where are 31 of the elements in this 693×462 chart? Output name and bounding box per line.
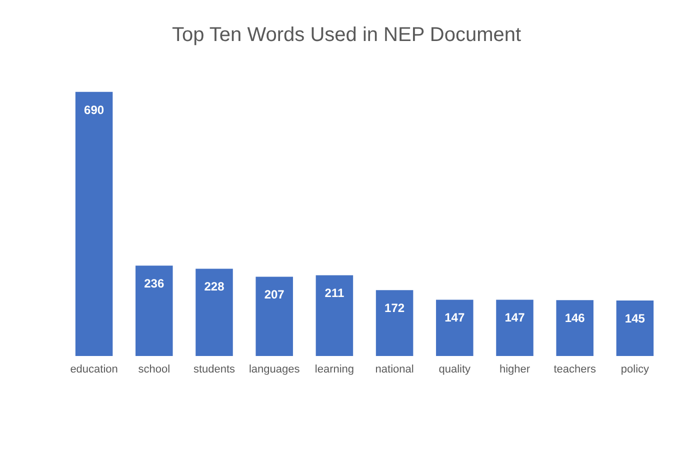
bar bbox=[136, 266, 173, 356]
bar bbox=[436, 300, 474, 356]
data-label: 228 bbox=[204, 280, 225, 294]
bar bbox=[556, 300, 594, 356]
x-tick-label: languages bbox=[248, 364, 300, 376]
data-label: 211 bbox=[324, 286, 344, 300]
x-tick-label: school bbox=[138, 364, 170, 376]
bar bbox=[496, 300, 534, 356]
data-label: 147 bbox=[444, 310, 465, 325]
x-tick-label: policy bbox=[620, 364, 650, 376]
data-label: 146 bbox=[564, 311, 586, 326]
x-tick-label: teachers bbox=[554, 364, 596, 376]
bar bbox=[616, 300, 654, 356]
bar bbox=[256, 276, 293, 356]
bar bbox=[376, 290, 414, 356]
x-tick-label: national bbox=[375, 364, 414, 376]
bar bbox=[196, 268, 233, 356]
data-label: 172 bbox=[384, 301, 405, 316]
data-label: 690 bbox=[84, 102, 104, 117]
x-tick-label: quality bbox=[438, 364, 472, 376]
x-tick-label: learning bbox=[314, 364, 354, 376]
bar bbox=[316, 275, 354, 356]
chart-title: Top Ten Words Used in NEP Document bbox=[172, 24, 522, 46]
x-tick-label: education bbox=[70, 364, 118, 376]
x-tick-label: higher bbox=[499, 364, 530, 376]
data-label: 207 bbox=[264, 288, 285, 302]
data-label: 145 bbox=[624, 311, 646, 326]
bar bbox=[75, 92, 113, 356]
x-tick-label: students bbox=[193, 364, 236, 376]
data-label: 147 bbox=[504, 310, 526, 325]
data-label: 236 bbox=[144, 276, 164, 291]
